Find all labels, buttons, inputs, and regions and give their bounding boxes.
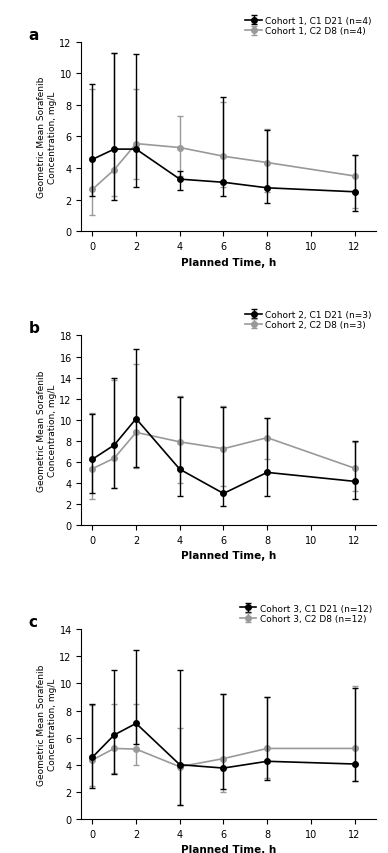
Y-axis label: Geometric Mean Sorafenib
Concentration, mg/L: Geometric Mean Sorafenib Concentration, … — [37, 370, 57, 491]
Legend: Cohort 3, C1 D21 (n=12), Cohort 3, C2 D8 (n=12): Cohort 3, C1 D21 (n=12), Cohort 3, C2 D8… — [240, 604, 372, 624]
Text: a: a — [28, 27, 39, 43]
X-axis label: Planned Time, h: Planned Time, h — [181, 551, 277, 560]
X-axis label: Planned Time, h: Planned Time, h — [181, 844, 277, 853]
Legend: Cohort 1, C1 D21 (n=4), Cohort 1, C2 D8 (n=4): Cohort 1, C1 D21 (n=4), Cohort 1, C2 D8 … — [246, 17, 372, 36]
Y-axis label: Geometric Mean Sorafenib
Concentration, mg/L: Geometric Mean Sorafenib Concentration, … — [37, 77, 57, 198]
Text: b: b — [28, 321, 39, 336]
Y-axis label: Geometric Mean Sorafenib
Concentration, mg/L: Geometric Mean Sorafenib Concentration, … — [37, 664, 57, 785]
X-axis label: Planned Time, h: Planned Time, h — [181, 258, 277, 267]
Text: c: c — [28, 614, 37, 630]
Legend: Cohort 2, C1 D21 (n=3), Cohort 2, C2 D8 (n=3): Cohort 2, C1 D21 (n=3), Cohort 2, C2 D8 … — [246, 310, 372, 330]
